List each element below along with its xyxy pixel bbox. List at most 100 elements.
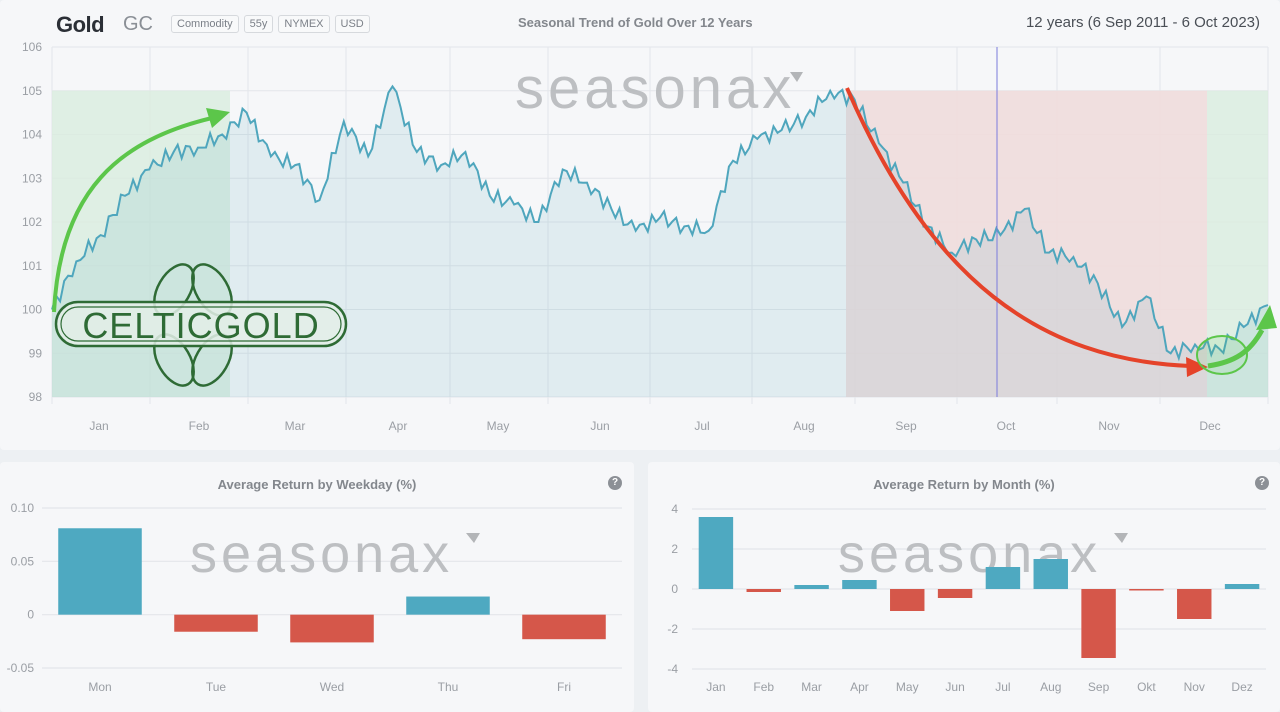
x-tick-label: May bbox=[487, 419, 510, 433]
y-tick-label: 102 bbox=[22, 215, 42, 229]
x-tick-label: Oct bbox=[997, 419, 1016, 433]
x-axis-labels: Jan Feb Mar Apr May Jun Jul Aug Sep Okt Nov Dez bbox=[706, 680, 1253, 694]
uptrend-arrow-dec bbox=[1196, 305, 1277, 375]
x-tick-label: Apr bbox=[850, 680, 869, 694]
x-tick-label: Wed bbox=[320, 680, 344, 694]
y-tick-label: 106 bbox=[22, 40, 42, 54]
instrument-ticker: GC bbox=[123, 13, 153, 35]
x-axis-labels: Jan Feb Mar Apr May Jun Jul Aug Sep Oct Nov Dec bbox=[89, 419, 1220, 433]
x-tick-label: Jun bbox=[590, 419, 609, 433]
weekday-chart-title: Average Return by Weekday (%) bbox=[217, 477, 417, 492]
date-range: 12 years (6 Sep 2011 - 6 Oct 2023) bbox=[1025, 14, 1260, 31]
weekday-bar-chart[interactable]: 0.10 0.05 0 -0.05 seasonax Mon Tue Wed Thu Fri bbox=[0, 462, 634, 712]
svg-text:seasonax: seasonax bbox=[190, 524, 453, 584]
y-tick-label: 105 bbox=[22, 84, 42, 98]
x-tick-label: Jul bbox=[995, 680, 1010, 694]
bar-dez[interactable] bbox=[1224, 584, 1260, 589]
x-tick-label: Feb bbox=[753, 680, 774, 694]
x-tick-label: Tue bbox=[206, 680, 227, 694]
trend-line bbox=[51, 84, 1269, 362]
seasonax-watermark: seasonax bbox=[190, 524, 480, 584]
y-tick-label: 4 bbox=[671, 502, 678, 516]
x-tick-label: Thu bbox=[438, 680, 459, 694]
y-tick-label: 103 bbox=[22, 171, 42, 185]
bar-fri[interactable] bbox=[522, 614, 606, 640]
x-tick-label: Jan bbox=[89, 419, 108, 433]
x-tick-label: Feb bbox=[189, 419, 210, 433]
y-tick-label: -4 bbox=[667, 662, 678, 676]
y-tick-label: 101 bbox=[22, 259, 42, 273]
seasonax-watermark: seasonax bbox=[838, 524, 1128, 584]
bar-aug[interactable] bbox=[1033, 559, 1068, 589]
y-tick-label: 99 bbox=[29, 346, 43, 360]
x-tick-label: Mar bbox=[285, 419, 306, 433]
bar-sep[interactable] bbox=[1081, 589, 1116, 658]
x-tick-label: Jun bbox=[945, 680, 964, 694]
bar-jan[interactable] bbox=[698, 517, 734, 589]
x-tick-label: Dec bbox=[1199, 419, 1220, 433]
month-bar-chart[interactable]: 4 2 0 -2 -4 seasonax Jan Feb Mar Apr May Jun Jul Au… bbox=[648, 462, 1280, 712]
x-tick-label: May bbox=[896, 680, 919, 694]
x-tick-label: Jan bbox=[706, 680, 725, 694]
bar-mar[interactable] bbox=[794, 585, 829, 589]
month-help-icon[interactable]: ? bbox=[1255, 476, 1269, 490]
weekday-returns-panel: Average Return by Weekday (%) ? 0.10 0.05… bbox=[0, 462, 634, 712]
grid-lines: 4 2 0 -2 -4 bbox=[667, 502, 1266, 676]
celticgold-logo: CELTICGOLD bbox=[54, 263, 348, 387]
seasonal-chart-title: Seasonal Trend of Gold Over 12 Years bbox=[518, 15, 753, 30]
x-tick-label: Aug bbox=[1040, 680, 1061, 694]
x-tick-label: Mon bbox=[88, 680, 111, 694]
weekday-bars bbox=[58, 528, 606, 643]
tag-exchange: NYMEX bbox=[278, 15, 330, 33]
x-tick-label: Jul bbox=[694, 419, 709, 433]
x-tick-label: Sep bbox=[1088, 680, 1110, 694]
bar-may[interactable] bbox=[890, 589, 925, 611]
seasonal-chart-panel: Gold GC Commodity 55y NYMEX USD Seasonal… bbox=[0, 0, 1280, 450]
y-tick-label: 0 bbox=[671, 582, 678, 596]
x-tick-label: Sep bbox=[895, 419, 917, 433]
month-chart-title: Average Return by Month (%) bbox=[873, 477, 1055, 492]
bearish-zone-aug-nov bbox=[846, 90, 1207, 397]
tag-history-length: 55y bbox=[243, 15, 274, 33]
x-tick-label: Nov bbox=[1184, 680, 1205, 694]
uptrend-arrow-jan bbox=[52, 108, 230, 313]
y-tick-label: 2 bbox=[671, 542, 678, 556]
month-bars bbox=[698, 517, 1260, 658]
y-tick-label: -0.05 bbox=[7, 661, 35, 675]
bar-tue[interactable] bbox=[174, 614, 258, 632]
bar-wed[interactable] bbox=[290, 614, 374, 643]
tag-asset-class: Commodity bbox=[171, 15, 239, 33]
x-tick-label: Dez bbox=[1231, 680, 1252, 694]
svg-text:seasonax: seasonax bbox=[515, 56, 795, 121]
x-tick-label: Apr bbox=[389, 419, 408, 433]
weekday-help-icon[interactable]: ? bbox=[608, 476, 622, 490]
svg-text:CELTICGOLD: CELTICGOLD bbox=[82, 305, 319, 346]
tag-currency: USD bbox=[334, 15, 370, 33]
seasonax-watermark: seasonax bbox=[515, 56, 803, 121]
month-returns-panel: Average Return by Month (%) ? 4 2 0 -2 -4 se… bbox=[648, 462, 1280, 712]
bar-mon[interactable] bbox=[58, 528, 142, 615]
y-tick-label: 104 bbox=[22, 128, 42, 142]
bar-nov[interactable] bbox=[1177, 589, 1212, 619]
bar-jul[interactable] bbox=[985, 567, 1021, 589]
bar-jun[interactable] bbox=[937, 589, 973, 598]
y-axis-labels: 98 99 100 101 102 103 104 105 106 bbox=[22, 40, 42, 404]
y-tick-label: 0.10 bbox=[11, 501, 35, 515]
instrument-tags: Commodity 55y NYMEX USD bbox=[171, 15, 370, 33]
bar-apr[interactable] bbox=[842, 580, 877, 589]
x-tick-label: Mar bbox=[801, 680, 822, 694]
y-tick-label: 0 bbox=[27, 608, 34, 622]
x-axis-labels: Mon Tue Wed Thu Fri bbox=[88, 680, 571, 694]
bar-feb[interactable] bbox=[746, 589, 781, 592]
downtrend-arrow-autumn bbox=[845, 87, 1208, 377]
seasonal-line-chart[interactable]: 98 99 100 101 102 103 104 105 106 Jan Feb Mar Apr Ma… bbox=[0, 0, 1280, 450]
bar-okt[interactable] bbox=[1129, 589, 1164, 591]
x-tick-label: Nov bbox=[1098, 419, 1119, 433]
x-tick-label: Okt bbox=[1137, 680, 1156, 694]
bar-thu[interactable] bbox=[406, 596, 490, 615]
y-tick-label: -2 bbox=[667, 622, 678, 636]
y-tick-label: 98 bbox=[29, 390, 43, 404]
x-tick-label: Fri bbox=[557, 680, 571, 694]
y-tick-label: 100 bbox=[22, 303, 42, 317]
trend-area bbox=[52, 86, 1268, 398]
